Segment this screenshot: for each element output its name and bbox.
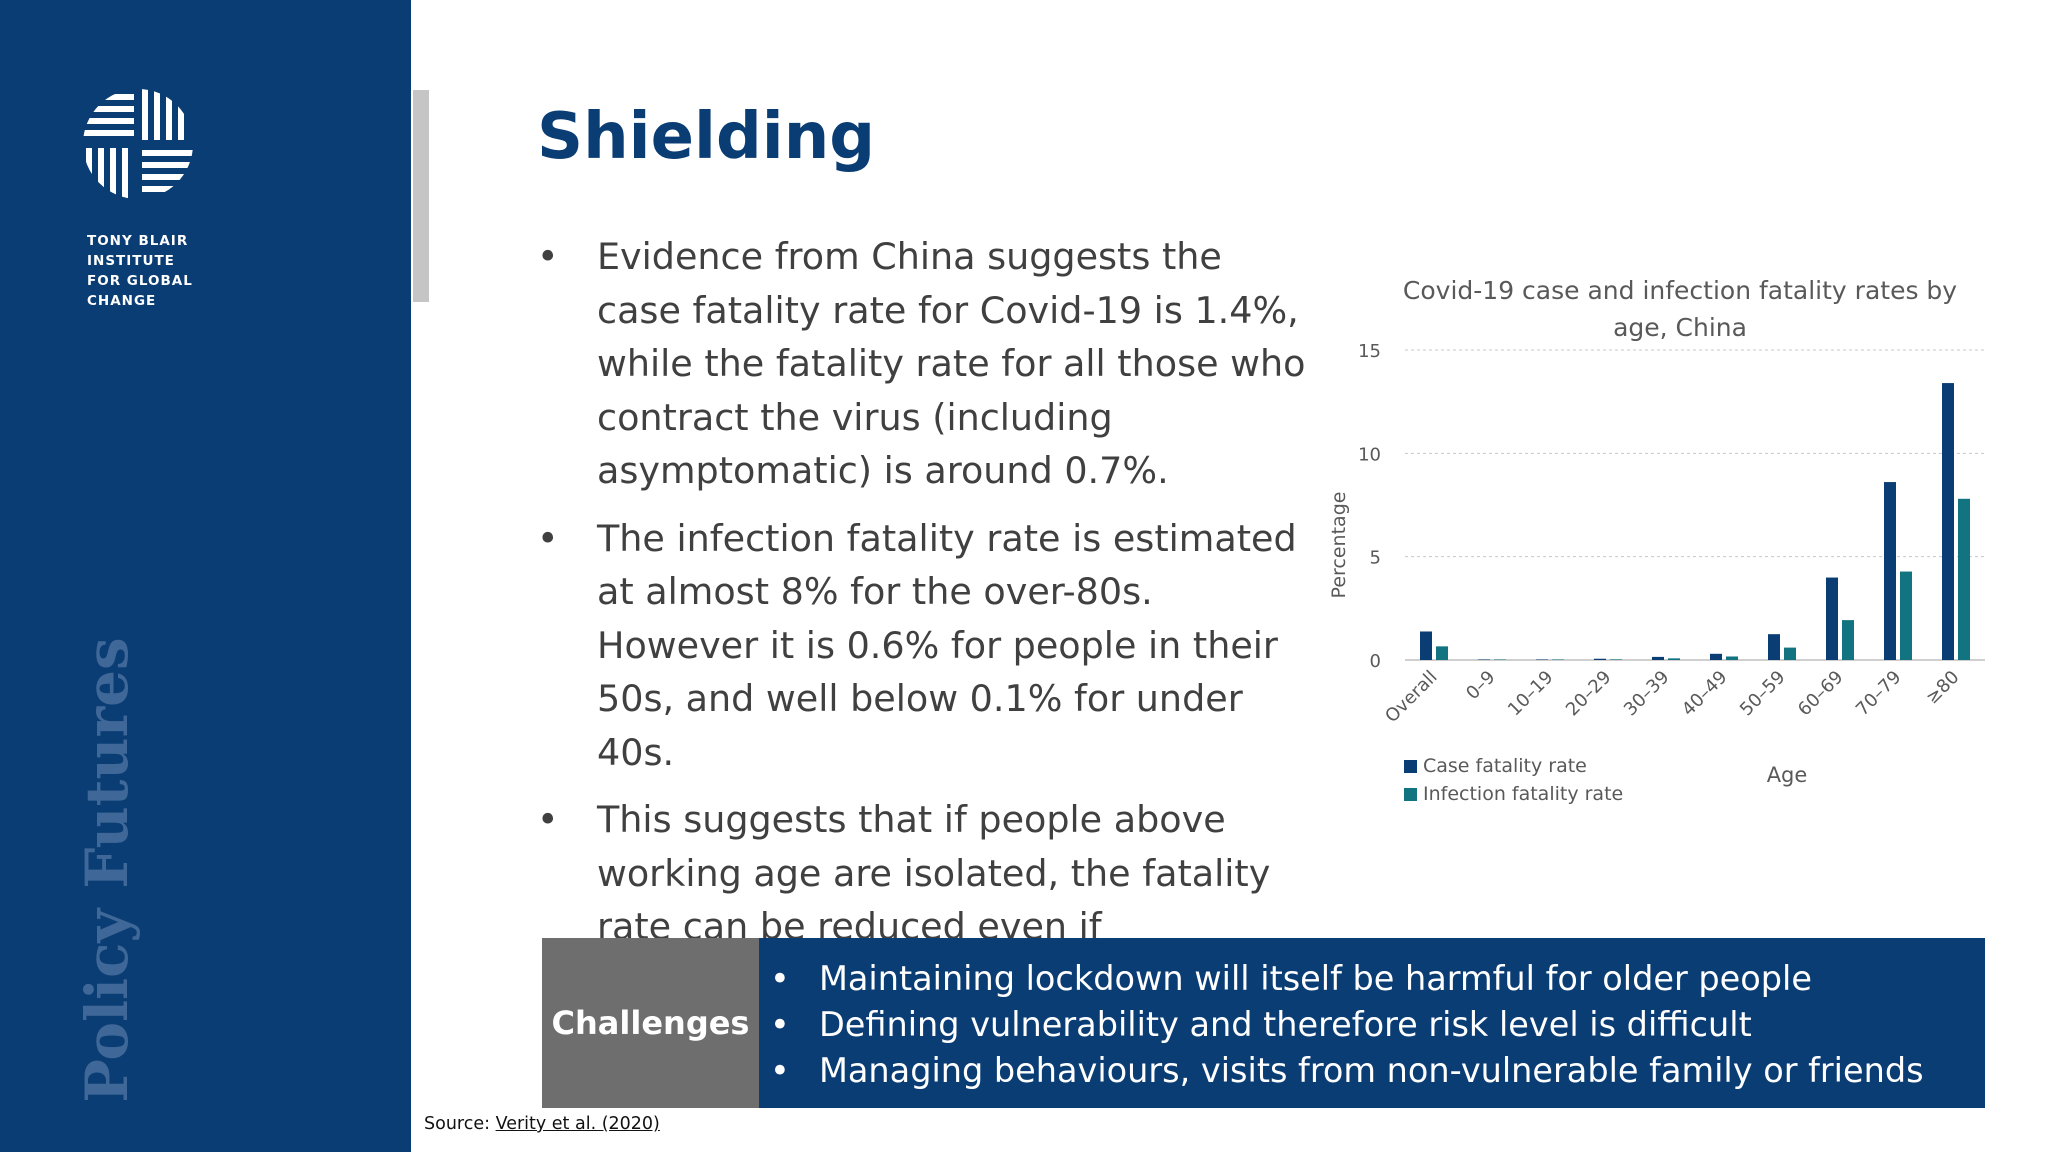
bar-case-fatality [1884, 482, 1896, 660]
bar-case-fatality [1478, 659, 1490, 660]
page-title: Shielding [537, 100, 876, 174]
bar-infection-fatality [1726, 656, 1738, 660]
challenge-text: Defining vulnerability and therefore ris… [819, 1005, 1752, 1044]
bar-case-fatality [1420, 631, 1432, 660]
challenge-text: Managing behaviours, visits from non-vul… [819, 1051, 1924, 1090]
bar-infection-fatality [1784, 647, 1796, 660]
bar-infection-fatality [1610, 659, 1622, 660]
bar-infection-fatality [1668, 658, 1680, 660]
bullet-list: • Evidence from China suggests the case … [537, 230, 1317, 1021]
chart-legend: Case fatality rate Infection fatality ra… [1404, 752, 1623, 808]
x-tick-label: 10–19 [1504, 667, 1558, 721]
bullet-dot: • [537, 798, 559, 841]
x-tick-label: 30–39 [1620, 667, 1674, 721]
x-tick-label: ≥80 [1922, 667, 1964, 709]
bar-case-fatality [1594, 658, 1606, 660]
y-tick-label: 10 [1358, 444, 1381, 465]
x-tick-label: 60–69 [1794, 667, 1848, 721]
x-tick-label: 40–49 [1678, 667, 1732, 721]
source-prefix: Source: [424, 1114, 496, 1134]
bullet-text: The infection fatality rate is estimated… [597, 516, 1297, 774]
bullet-dot: • [770, 1051, 790, 1090]
x-tick-label: Overall [1381, 667, 1441, 727]
tbi-woven-logo-icon [83, 89, 193, 199]
org-name-line: CHANGE [87, 293, 157, 309]
challenges-box: • Maintaining lockdown will itself be ha… [759, 938, 1985, 1108]
fatality-rate-chart: 0 5 10 15 Percentage Overall 0–9 10–19 20–29 30–3… [1328, 341, 1985, 787]
org-name-line: INSTITUTE [87, 253, 175, 269]
chart-title: Covid-19 case and infection fatality rat… [1402, 276, 1958, 342]
legend-label: Case fatality rate [1423, 755, 1587, 777]
bullet-dot: • [537, 235, 559, 278]
x-axis-label: Age [1767, 763, 1808, 787]
bar-case-fatality [1652, 656, 1664, 660]
x-tick-label: 0–9 [1462, 667, 1499, 704]
legend-label: Infection fatality rate [1423, 783, 1624, 805]
organization-name: TONY BLAIR INSTITUTE FOR GLOBAL CHANGE [87, 231, 193, 311]
org-name-line: TONY BLAIR [87, 233, 189, 249]
legend-item: Case fatality rate [1404, 752, 1623, 780]
bar-infection-fatality [1436, 646, 1448, 660]
bar-case-fatality [1710, 653, 1722, 660]
x-tick-label: 50–59 [1736, 667, 1790, 721]
org-name-line: FOR GLOBAL [87, 273, 193, 289]
bullet-item: • The infection fatality rate is estimat… [537, 512, 1317, 780]
challenges-list: • Maintaining lockdown will itself be ha… [759, 938, 1985, 1094]
bar-infection-fatality [1900, 571, 1912, 660]
bullet-dot: • [537, 516, 559, 560]
bar-case-fatality [1536, 659, 1548, 660]
x-tick-label: 70–79 [1852, 667, 1906, 721]
bullet-dot: • [770, 959, 790, 998]
y-tick-label: 15 [1358, 341, 1381, 362]
bullet-dot: • [770, 1005, 790, 1044]
bar-infection-fatality [1494, 659, 1506, 660]
vertical-brand-text: Policy Futures [73, 637, 141, 1103]
sidebar: TONY BLAIR INSTITUTE FOR GLOBAL CHANGE P… [0, 0, 411, 1152]
bar-case-fatality [1826, 577, 1838, 660]
challenge-item: • Maintaining lockdown will itself be ha… [759, 956, 1985, 1002]
challenge-item: • Managing behaviours, visits from non-v… [759, 1048, 1985, 1094]
bullet-text: Evidence from China suggests the case fa… [597, 235, 1306, 492]
bar-case-fatality [1942, 383, 1954, 660]
x-tick-label: 20–29 [1562, 667, 1616, 721]
challenge-text: Maintaining lockdown will itself be harm… [819, 959, 1812, 998]
y-tick-label: 5 [1370, 548, 1381, 569]
bullet-item: • Evidence from China suggests the case … [537, 230, 1317, 498]
bar-case-fatality [1768, 634, 1780, 660]
source-link[interactable]: Verity et al. (2020) [495, 1114, 660, 1134]
bar-infection-fatality [1842, 620, 1854, 660]
challenge-item: • Defining vulnerability and therefore r… [759, 1002, 1985, 1048]
legend-item: Infection fatality rate [1404, 780, 1623, 808]
challenges-label-box: Challenges [542, 938, 759, 1108]
y-tick-label: 0 [1370, 651, 1381, 672]
bar-infection-fatality [1552, 659, 1564, 660]
legend-swatch-case [1404, 759, 1417, 773]
bar-infection-fatality [1958, 498, 1970, 660]
challenges-label: Challenges [551, 1004, 750, 1042]
title-accent-bar [413, 90, 429, 302]
legend-swatch-infection [1404, 787, 1417, 801]
y-axis-label: Percentage [1328, 492, 1350, 599]
source-citation: Source: Verity et al. (2020) [424, 1114, 660, 1134]
